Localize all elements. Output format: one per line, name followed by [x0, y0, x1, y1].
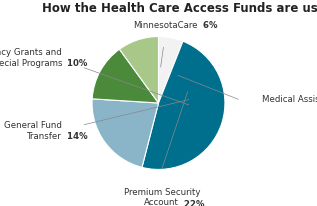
Wedge shape: [92, 99, 158, 167]
Text: 22%: 22%: [181, 200, 204, 206]
Text: MinnesotaCare: MinnesotaCare: [133, 21, 197, 30]
Wedge shape: [158, 36, 183, 103]
Text: Medical Assistance: Medical Assistance: [262, 95, 317, 104]
Wedge shape: [142, 41, 225, 170]
Text: 6%: 6%: [200, 21, 217, 30]
Text: 10%: 10%: [64, 59, 87, 68]
Text: Premium Security
Account: Premium Security Account: [124, 188, 200, 206]
Wedge shape: [120, 36, 158, 103]
Text: Agency Grants and
Special Programs: Agency Grants and Special Programs: [0, 48, 62, 68]
Wedge shape: [92, 49, 158, 103]
Text: 14%: 14%: [64, 132, 87, 141]
Text: How the Health Care Access Funds are used: How the Health Care Access Funds are use…: [42, 2, 317, 15]
Text: General Fund
Transfer: General Fund Transfer: [4, 121, 62, 141]
